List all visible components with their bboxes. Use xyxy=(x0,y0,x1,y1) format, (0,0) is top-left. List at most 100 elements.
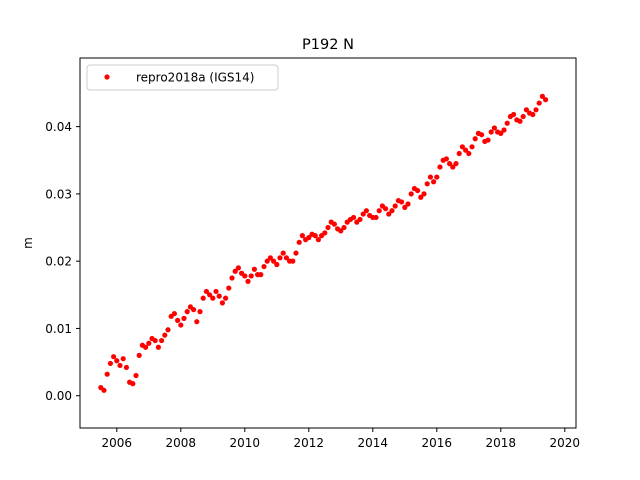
data-point xyxy=(405,201,411,207)
data-point xyxy=(510,111,517,118)
data-point xyxy=(530,111,536,118)
data-point xyxy=(143,344,149,350)
data-point xyxy=(536,100,542,106)
data-point xyxy=(296,239,302,245)
axes-frame xyxy=(79,57,577,429)
y-tick-label: 0.02 xyxy=(45,255,72,269)
y-tick-label: 0.03 xyxy=(45,187,72,201)
chart-title: P192 N xyxy=(302,37,354,53)
y-tick-label: 0.00 xyxy=(45,389,72,403)
data-point xyxy=(357,216,363,223)
data-point xyxy=(453,161,459,167)
data-point xyxy=(101,387,107,393)
data-point xyxy=(203,288,209,295)
data-point xyxy=(389,208,395,214)
data-point xyxy=(175,317,181,323)
data-point xyxy=(216,293,222,299)
data-point xyxy=(447,161,453,167)
y-tick-label: 0.04 xyxy=(45,120,72,134)
axis-ticks: 2006 2008 2010 2012 2014 2016 2018 2020 0.00 0.01… xyxy=(45,120,580,450)
data-point xyxy=(280,250,286,256)
data-point xyxy=(543,97,549,103)
data-point xyxy=(223,295,229,301)
data-point xyxy=(399,199,405,205)
data-point xyxy=(133,372,139,379)
legend-marker xyxy=(104,74,110,80)
data-point xyxy=(155,344,161,350)
data-point xyxy=(258,272,264,278)
data-point xyxy=(210,295,216,301)
data-point xyxy=(466,150,472,157)
data-point xyxy=(427,174,433,180)
data-point xyxy=(159,337,165,344)
data-point xyxy=(251,266,257,272)
data-point xyxy=(184,309,190,315)
data-point xyxy=(421,191,427,197)
data-point xyxy=(123,364,129,371)
data-point xyxy=(290,258,296,264)
x-tick-label: 2014 xyxy=(358,436,389,450)
data-point xyxy=(363,208,369,214)
data-point xyxy=(491,125,497,131)
data-point xyxy=(322,230,328,236)
data-point xyxy=(191,307,197,313)
data-point xyxy=(469,144,475,150)
data-point xyxy=(472,136,478,142)
data-point xyxy=(376,208,382,214)
data-point xyxy=(523,107,530,113)
data-point xyxy=(351,214,357,221)
data-point xyxy=(539,93,546,99)
data-point xyxy=(171,311,177,317)
data-point xyxy=(450,164,456,170)
data-point xyxy=(181,315,187,321)
x-tick-label: 2006 xyxy=(102,436,133,450)
data-point xyxy=(437,164,443,170)
data-point xyxy=(424,181,430,187)
data-point xyxy=(485,137,491,143)
data-point xyxy=(431,179,437,185)
data-point xyxy=(194,319,200,325)
data-point xyxy=(152,337,158,344)
data-point xyxy=(248,273,254,279)
data-point xyxy=(402,204,408,210)
data-point xyxy=(488,129,494,135)
data-point xyxy=(229,275,235,281)
data-point xyxy=(479,132,485,138)
data-point xyxy=(386,211,392,217)
data-point xyxy=(520,113,526,120)
data-point xyxy=(277,255,283,261)
data-point xyxy=(114,358,120,364)
data-point xyxy=(130,381,136,387)
data-point xyxy=(235,265,241,271)
data-point xyxy=(418,194,424,200)
data-point xyxy=(117,362,123,369)
data-point xyxy=(312,233,318,239)
legend: repro2018a (IGS14) xyxy=(86,64,279,91)
data-point xyxy=(271,258,277,264)
data-point xyxy=(274,261,280,268)
y-axis-label: m xyxy=(21,237,35,249)
data-point xyxy=(146,340,152,346)
data-point xyxy=(299,233,305,239)
data-point xyxy=(315,237,321,243)
data-point xyxy=(306,235,312,241)
y-tick-label: 0.01 xyxy=(45,322,72,336)
data-point xyxy=(197,309,203,315)
x-tick-label: 2020 xyxy=(550,436,581,450)
data-point xyxy=(293,250,299,256)
data-point xyxy=(360,211,366,217)
x-tick-label: 2016 xyxy=(422,436,453,450)
data-point xyxy=(267,255,273,261)
data-point xyxy=(504,120,510,126)
data-point xyxy=(517,118,523,124)
data-point xyxy=(456,150,462,157)
data-point xyxy=(245,278,251,284)
data-point xyxy=(341,224,347,231)
data-point xyxy=(226,285,232,291)
data-points xyxy=(98,93,549,393)
data-point xyxy=(136,352,142,358)
data-point xyxy=(338,228,344,234)
data-point xyxy=(264,258,270,264)
